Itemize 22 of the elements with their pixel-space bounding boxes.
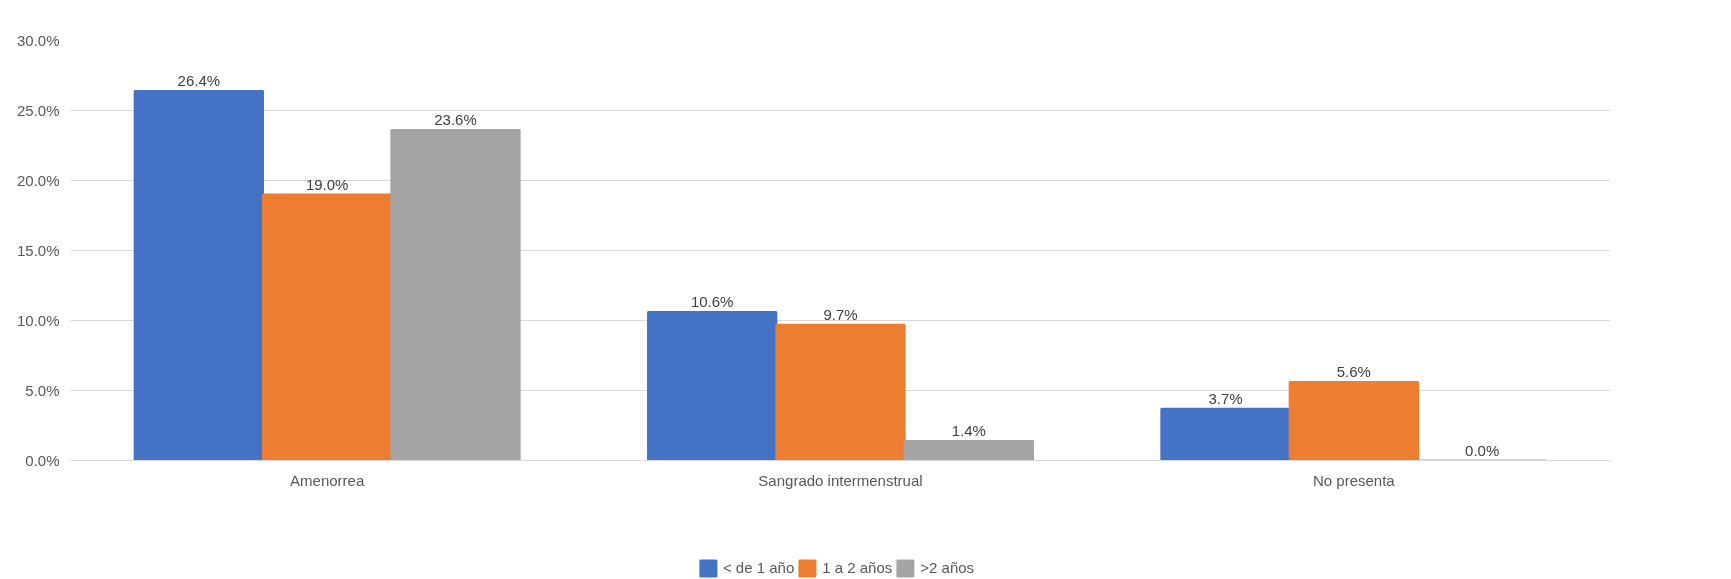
data-label: 10.6% xyxy=(690,293,734,311)
data-label: 23.6% xyxy=(434,111,477,129)
data-label: 26.4% xyxy=(177,71,221,89)
legend-label: >2 años xyxy=(920,559,975,577)
data-label: 1.4% xyxy=(951,421,986,439)
x-tick-label: Sangrado intermenstrual xyxy=(758,471,923,489)
y-tick-label: 25.0% xyxy=(16,102,60,119)
y-tick-label: 30.0% xyxy=(16,32,60,49)
y-tick-label: 15.0% xyxy=(16,242,60,259)
data-label: 0.0% xyxy=(1465,441,1500,459)
y-tick-label: 5.0% xyxy=(25,382,60,399)
y-tick-label: 20.0% xyxy=(16,172,60,189)
x-tick-label: No presenta xyxy=(1312,471,1396,489)
y-tick-label: 0.0% xyxy=(25,452,60,469)
legend-label: < de 1 año xyxy=(722,559,795,577)
data-label: 3.7% xyxy=(1208,389,1243,407)
data-label: 19.0% xyxy=(305,175,349,193)
legend-label: 1 a 2 años xyxy=(822,559,893,577)
data-label: 5.6% xyxy=(1336,363,1371,381)
x-tick-label: Amenorrea xyxy=(290,471,365,489)
data-label: 9.7% xyxy=(823,305,858,323)
y-tick-label: 10.0% xyxy=(16,312,60,329)
